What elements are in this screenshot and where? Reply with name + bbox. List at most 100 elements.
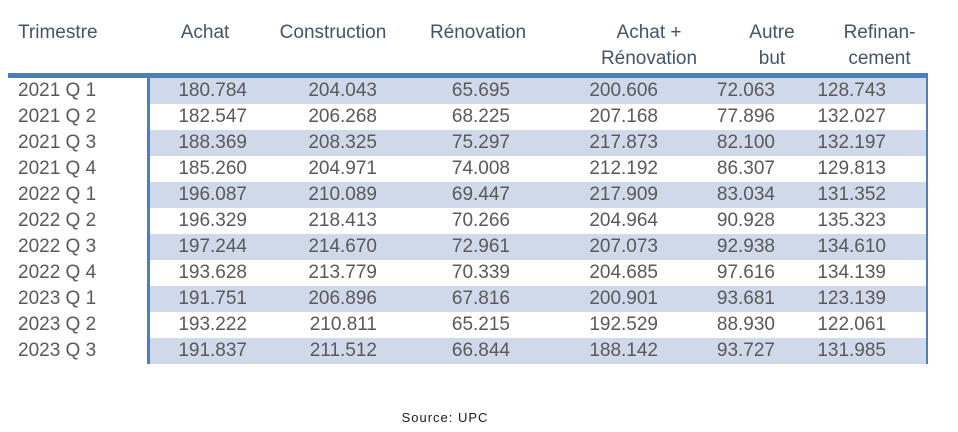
- header-label: Rénovation: [600, 48, 698, 69]
- value-cell: 200.901: [552, 286, 712, 312]
- header-label: Achat +: [616, 22, 682, 43]
- value-cell: 218.413: [308, 210, 377, 231]
- value-cell: 204.971: [308, 158, 377, 179]
- table-row: 2022 Q 4 193.628 213.779 70.339 204.685 …: [8, 260, 928, 286]
- table-row: 2021 Q 4 185.260 204.971 74.008 212.192 …: [8, 156, 928, 182]
- table-row: 2021 Q 2 182.547 206.268 68.225 207.168 …: [8, 104, 928, 130]
- table-body: 2021 Q 1 180.784 204.043 65.695 200.606 …: [8, 75, 928, 364]
- value-cell: 134.139: [812, 260, 928, 286]
- value-cell: 204.043: [262, 75, 404, 104]
- header-row: Trimestre Achat Construction Rénovation …: [8, 6, 927, 78]
- value-cell: 75.297: [404, 130, 552, 156]
- value-cell: 180.784: [146, 75, 262, 104]
- value-cell: 191.837: [146, 338, 262, 364]
- row-label: 2021 Q 4: [8, 156, 148, 182]
- column-header-refinancement: Refinan- cement: [812, 6, 927, 78]
- table-header: Trimestre Achat Construction Rénovation …: [8, 6, 927, 78]
- value-cell: 191.751: [146, 286, 262, 312]
- value-cell: 204.964: [589, 210, 658, 231]
- value-cell: 97.616: [716, 262, 775, 283]
- value-cell: 193.628: [146, 260, 262, 286]
- row-label: 2023 Q 2: [8, 312, 148, 338]
- value-cell: 188.142: [552, 338, 712, 364]
- value-cell: 211.512: [262, 338, 404, 364]
- column-header-achat: Achat: [148, 6, 262, 78]
- table-row: 2022 Q 1 196.087 210.089 69.447 217.909 …: [8, 182, 928, 208]
- row-label: 2021 Q 2: [8, 104, 148, 130]
- row-label: 2023 Q 1: [8, 286, 148, 312]
- value-cell: 134.610: [812, 234, 928, 260]
- table-row: 2022 Q 2 196.329 218.413 70.266 204.964 …: [8, 208, 928, 234]
- value-cell: 132.197: [812, 130, 928, 156]
- value-cell: 210.811: [309, 314, 377, 335]
- row-label: 2022 Q 4: [8, 260, 148, 286]
- table-row: 2022 Q 3 197.244 214.670 72.961 207.073 …: [8, 234, 928, 260]
- header-label: Autre: [749, 22, 795, 43]
- value-cell: 68.225: [451, 106, 510, 127]
- value-cell: 131.985: [812, 338, 928, 364]
- row-label: 2023 Q 3: [8, 338, 148, 364]
- source-note: Source: UPC: [401, 410, 489, 425]
- value-cell: 196.329: [146, 208, 262, 234]
- value-cell: 90.928: [716, 210, 775, 231]
- value-cell: 65.695: [404, 75, 552, 104]
- header-label: Trimestre: [18, 22, 98, 43]
- value-cell: 135.323: [812, 208, 928, 234]
- table-row: 2023 Q 3 191.837 211.512 66.844 188.142 …: [8, 338, 928, 364]
- value-cell: 72.063: [712, 75, 812, 104]
- column-header-construction: Construction: [262, 6, 404, 78]
- header-label: but: [758, 48, 786, 69]
- column-header-achat-renovation: Achat + Rénovation: [552, 6, 712, 78]
- data-table: Trimestre Achat Construction Rénovation …: [8, 6, 928, 364]
- value-cell: 193.222: [146, 312, 262, 338]
- value-cell: 92.938: [712, 234, 812, 260]
- value-cell: 66.844: [404, 338, 552, 364]
- value-cell: 208.325: [262, 130, 404, 156]
- row-label: 2022 Q 3: [8, 234, 148, 260]
- row-label: 2022 Q 1: [8, 182, 148, 208]
- column-header-renovation: Rénovation: [404, 6, 552, 78]
- value-cell: 72.961: [404, 234, 552, 260]
- row-label: 2022 Q 2: [8, 208, 148, 234]
- value-cell: 192.529: [589, 314, 658, 335]
- value-cell: 185.260: [146, 156, 262, 182]
- header-label: cement: [848, 48, 911, 69]
- header-label: Achat: [180, 22, 230, 43]
- table-row: 2021 Q 1 180.784 204.043 65.695 200.606 …: [8, 75, 928, 104]
- value-cell: 131.352: [812, 182, 928, 208]
- value-cell: 196.087: [146, 182, 262, 208]
- value-cell: 70.339: [451, 262, 510, 283]
- value-cell: 93.681: [712, 286, 812, 312]
- value-cell: 128.743: [812, 75, 928, 104]
- table-row: 2023 Q 2 193.222 210.811 65.215 192.529 …: [8, 312, 928, 338]
- value-cell: 213.779: [308, 262, 377, 283]
- row-label: 2021 Q 1: [8, 75, 148, 104]
- value-cell: 86.307: [716, 158, 775, 179]
- header-label: Rénovation: [429, 22, 527, 43]
- value-cell: 123.139: [812, 286, 928, 312]
- value-cell: 65.215: [451, 314, 510, 335]
- value-cell: 200.606: [552, 75, 712, 104]
- value-cell: 182.547: [146, 104, 262, 130]
- value-cell: 74.008: [451, 158, 510, 179]
- value-cell: 93.727: [712, 338, 812, 364]
- value-cell: 129.813: [812, 156, 928, 182]
- value-cell: 217.909: [552, 182, 712, 208]
- value-cell: 188.369: [146, 130, 262, 156]
- table-row: 2021 Q 3 188.369 208.325 75.297 217.873 …: [8, 130, 928, 156]
- value-cell: 217.873: [552, 130, 712, 156]
- header-label: Construction: [279, 22, 387, 43]
- value-cell: 82.100: [712, 130, 812, 156]
- value-cell: 204.685: [589, 262, 658, 283]
- value-cell: 197.244: [146, 234, 262, 260]
- value-cell: 88.930: [716, 314, 775, 335]
- value-cell: 212.192: [589, 158, 658, 179]
- value-cell: 69.447: [404, 182, 552, 208]
- value-cell: 122.061: [812, 312, 928, 338]
- value-cell: 206.268: [308, 106, 377, 127]
- value-cell: 214.670: [262, 234, 404, 260]
- value-cell: 67.816: [404, 286, 552, 312]
- value-cell: 207.073: [552, 234, 712, 260]
- column-header-trimestre: Trimestre: [8, 6, 148, 78]
